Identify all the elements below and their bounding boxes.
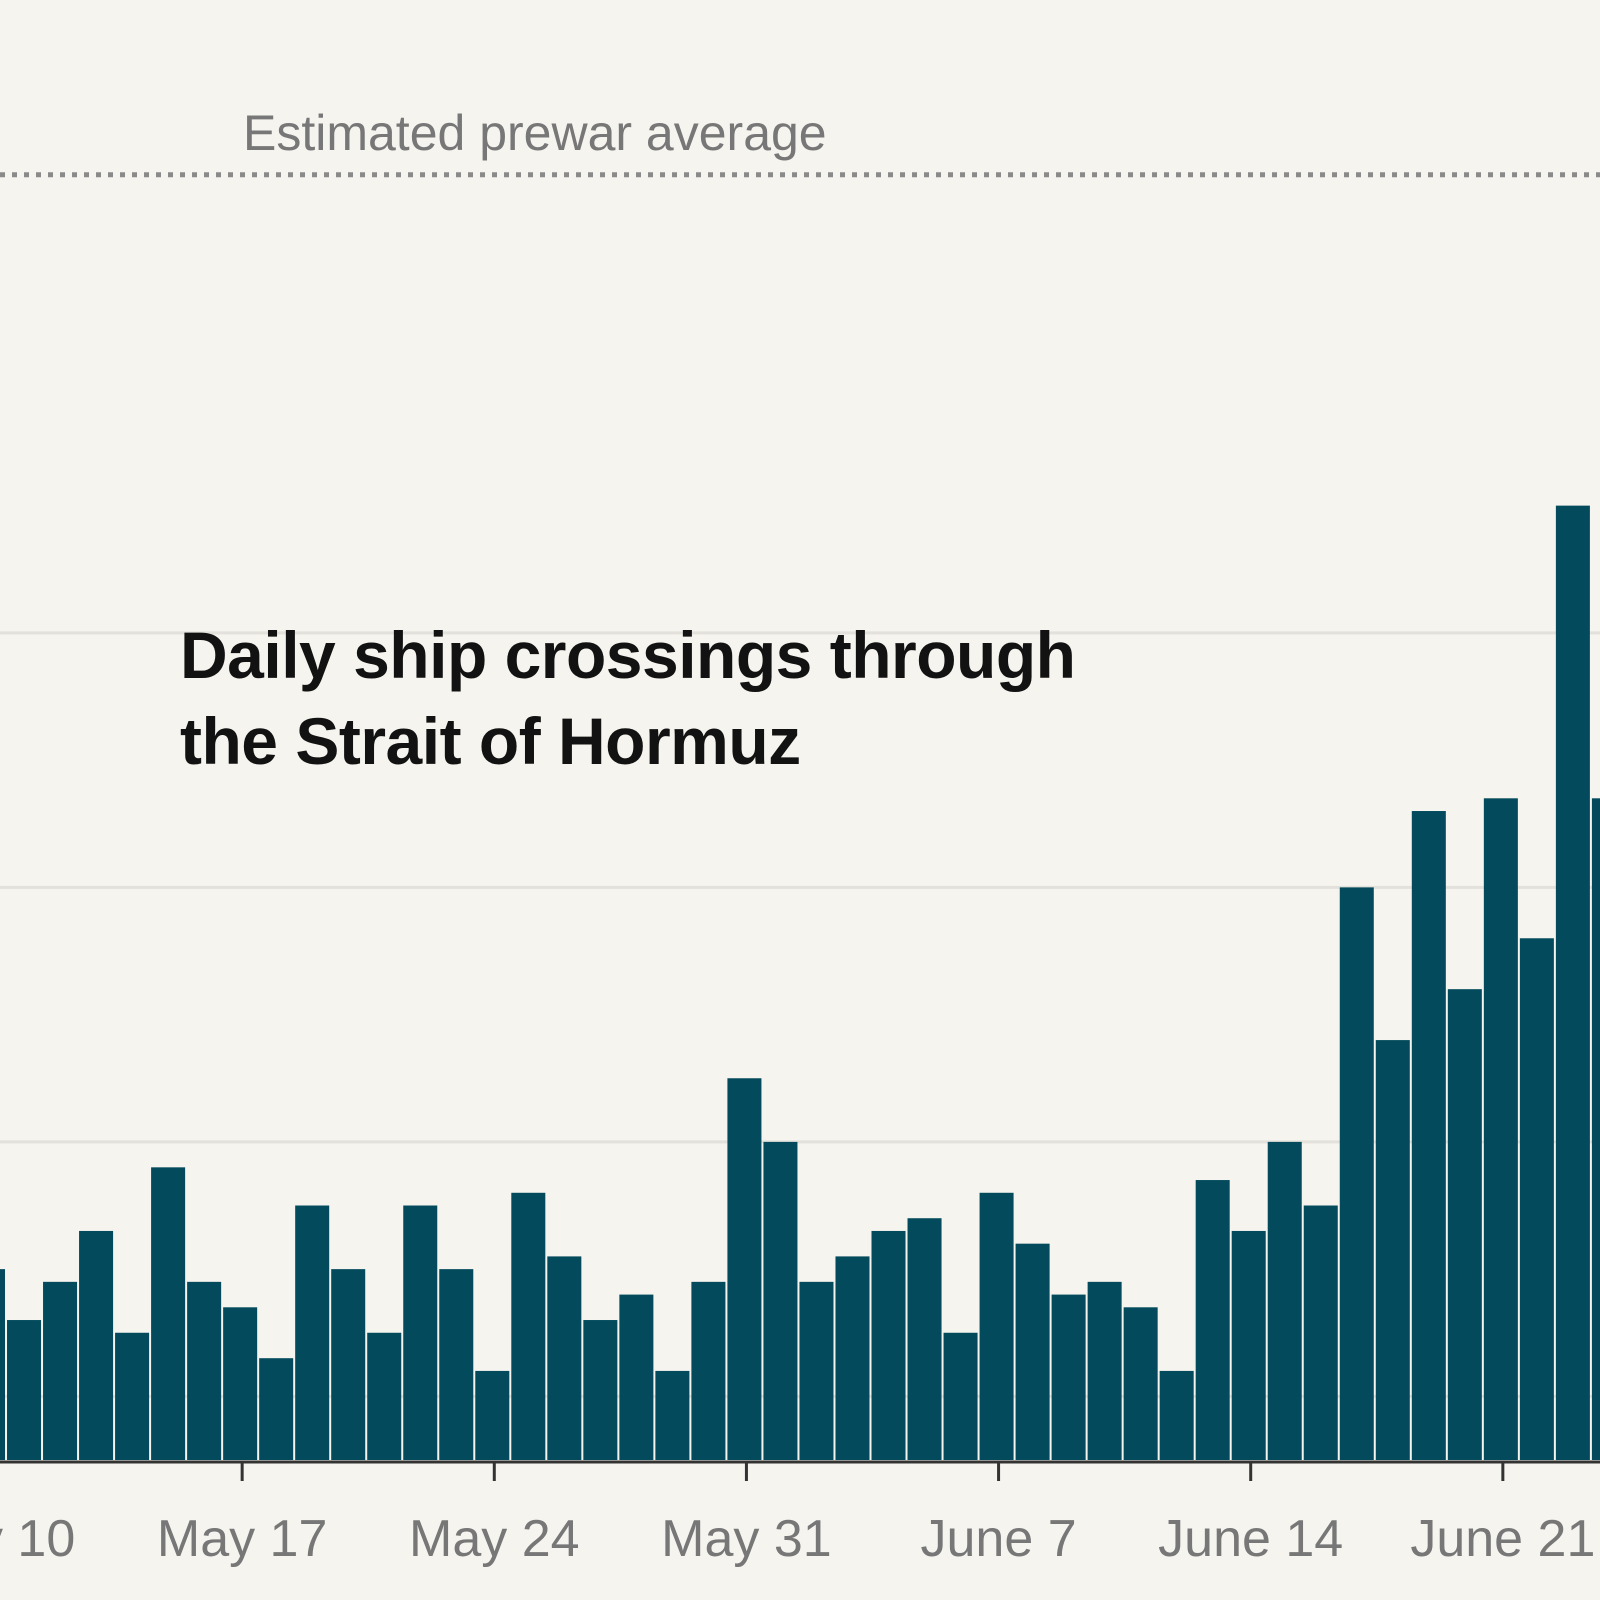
bar <box>403 1205 438 1460</box>
bar <box>259 1358 294 1460</box>
chart-title: Daily ship crossings through the Strait … <box>180 612 1180 784</box>
bar <box>835 1256 870 1460</box>
bar <box>1159 1370 1194 1460</box>
bar <box>0 1269 6 1461</box>
bar <box>763 1141 798 1461</box>
bar <box>1483 798 1518 1460</box>
chart-title-line-1: Daily ship crossings through <box>180 618 1076 692</box>
bar <box>691 1281 726 1460</box>
bar <box>1015 1243 1050 1460</box>
bar <box>1411 811 1446 1460</box>
x-tick-label: May 10 <box>0 1510 75 1568</box>
bar <box>79 1230 114 1460</box>
bar <box>943 1332 978 1460</box>
bar <box>871 1230 906 1460</box>
bar <box>655 1370 690 1460</box>
bar <box>1591 798 1600 1460</box>
bar <box>583 1320 618 1460</box>
prewar-average-reference: Estimated prewar average <box>0 105 1600 178</box>
bar <box>1195 1180 1230 1460</box>
bar <box>223 1307 258 1460</box>
x-tick-label: June 21 <box>1410 1510 1595 1568</box>
bar <box>187 1281 222 1460</box>
bar <box>1519 938 1554 1460</box>
bar <box>115 1332 150 1460</box>
bar <box>727 1078 762 1460</box>
bar <box>619 1294 654 1460</box>
bar <box>547 1256 582 1460</box>
bar <box>979 1192 1014 1460</box>
bar <box>475 1370 510 1460</box>
bar <box>331 1269 366 1461</box>
chart-title-line-2: the Strait of Hormuz <box>180 704 801 778</box>
bar <box>7 1320 42 1460</box>
x-tick-label: May 31 <box>661 1510 832 1568</box>
bar <box>1087 1281 1122 1460</box>
bar <box>1447 989 1482 1460</box>
bar <box>43 1281 78 1460</box>
x-tick-label: May 17 <box>157 1510 328 1568</box>
x-tick-label: May 24 <box>409 1510 580 1568</box>
bar <box>1267 1141 1302 1461</box>
bar <box>1375 1040 1410 1461</box>
x-tick-label: June 7 <box>920 1510 1076 1568</box>
bar <box>1339 887 1374 1461</box>
bars <box>0 505 1600 1461</box>
x-axis: May 10 May 17 May 24 May 31 June 7 June 14 Jun… <box>0 1460 1600 1568</box>
bar <box>1231 1230 1266 1460</box>
bar <box>907 1218 942 1460</box>
bar <box>295 1205 330 1460</box>
bar <box>151 1167 186 1461</box>
bar <box>1555 505 1590 1461</box>
bar <box>1303 1205 1338 1460</box>
bar <box>511 1192 546 1460</box>
bar <box>439 1269 474 1461</box>
bar <box>367 1332 402 1460</box>
x-tick-label: June 14 <box>1158 1510 1343 1568</box>
bar <box>1123 1307 1158 1460</box>
prewar-average-label: Estimated prewar average <box>243 105 827 161</box>
bar <box>799 1281 834 1460</box>
bar <box>1051 1294 1086 1460</box>
